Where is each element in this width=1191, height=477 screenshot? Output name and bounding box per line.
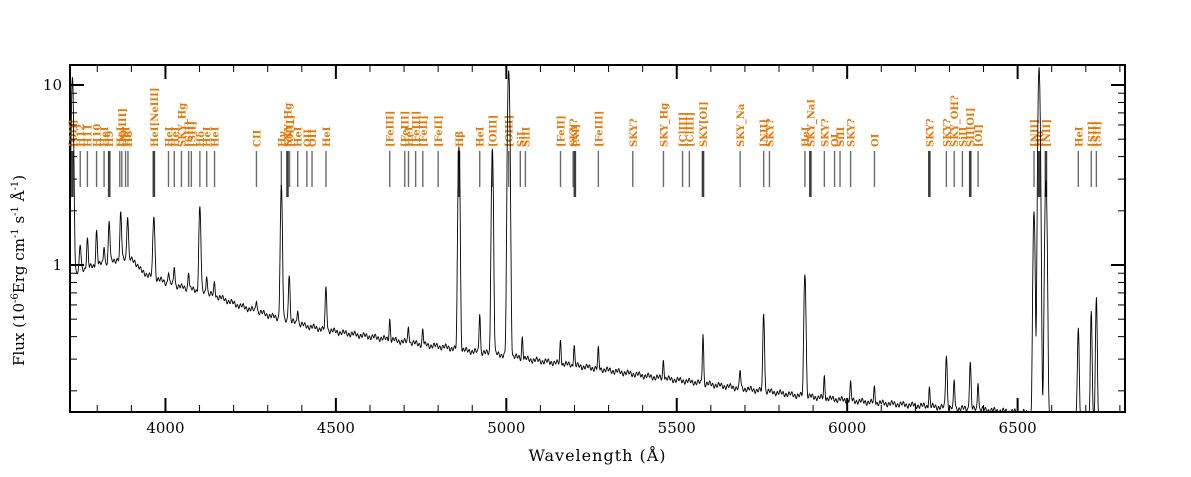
y-axis-title-part: s bbox=[10, 215, 28, 229]
spectral-line-label: SKY? bbox=[925, 118, 936, 147]
spectral-line-label: HeI bbox=[211, 126, 222, 147]
spectral-line-label: SII[OI] bbox=[966, 108, 977, 147]
spectral-line-label: H10 bbox=[93, 124, 104, 147]
spectral-line-label: [NII] bbox=[760, 119, 771, 147]
spectral-line-label: OI bbox=[831, 133, 842, 147]
x-axis-title: Wavelength (Å) bbox=[528, 446, 667, 465]
spectral-line-label: SiII bbox=[958, 126, 969, 147]
spectral-line-label: H8 bbox=[124, 131, 135, 147]
spectral-line-label: OII bbox=[303, 129, 314, 147]
y-axis-title-part: ) bbox=[10, 174, 28, 181]
spectral-line-label: HeI bbox=[100, 126, 111, 147]
spectral-line-label: [NII] bbox=[1042, 119, 1053, 147]
spectral-line-label: SiII bbox=[521, 126, 532, 147]
spectral-line-label: SKY? bbox=[942, 118, 953, 147]
spectral-line-label: [ClIII] bbox=[685, 112, 696, 147]
spectral-line-label: [SII] bbox=[1087, 121, 1098, 147]
spectral-line-label: H11 bbox=[83, 124, 94, 147]
spectral-line-label: SKY? bbox=[820, 118, 831, 147]
spectral-line-label: H12 bbox=[76, 124, 87, 147]
spectral-line-label: Hγ bbox=[277, 131, 288, 147]
spectral-line-label: [SII] bbox=[187, 121, 198, 147]
spectral-line-label: HeI bbox=[203, 126, 214, 147]
y-axis-title: Flux (10-6Erg cm-1 s-1 Å-1) bbox=[10, 175, 28, 366]
spectral-line-label: [SII] bbox=[1092, 121, 1103, 147]
spectral-line-label: [FeII] bbox=[419, 115, 430, 147]
spectral-line-label: HeI bbox=[116, 126, 127, 147]
spectral-line-label: SKY_NaI bbox=[806, 99, 817, 147]
x-tick-label: 4000 bbox=[146, 419, 184, 437]
y-axis-title-part: Erg cm bbox=[10, 238, 28, 294]
spectral-line-label: [FeII] bbox=[434, 115, 445, 147]
y-axis-title-part: -1 bbox=[10, 180, 21, 191]
y-axis-title-part: -6 bbox=[10, 293, 21, 303]
spectral-line-label: CII bbox=[252, 129, 263, 147]
spectral-line-label: SiII bbox=[836, 126, 847, 147]
spectral-line-label: [NI] bbox=[571, 124, 582, 147]
spectral-line-label: [OI] bbox=[974, 124, 985, 147]
x-tick-label: 5500 bbox=[658, 419, 696, 437]
spectral-line-label: OII bbox=[308, 129, 319, 147]
spectral-line-label: [SII] bbox=[185, 121, 196, 147]
spectral-line-label: SKY_Hg bbox=[177, 103, 188, 147]
spectral-line-label: SKY_Hg bbox=[283, 103, 294, 147]
spectral-line-label: HeI bbox=[476, 126, 487, 147]
spectral-line-label: [FeIII] bbox=[386, 111, 397, 147]
spectral-line-label: HeI bbox=[1074, 126, 1085, 147]
spectral-line-label: SKY_Na bbox=[736, 103, 747, 147]
spectral-line-label: [OIII] bbox=[488, 115, 499, 147]
spectral-line-label: [NII] bbox=[1030, 119, 1041, 147]
spectral-line-label: HeI bbox=[801, 126, 812, 147]
spectral-line-label: SKY? bbox=[765, 118, 776, 147]
spectral-line-label: SKY[OI] bbox=[699, 101, 710, 147]
x-tick-label: 6500 bbox=[999, 419, 1037, 437]
spectral-line-label: SKY_OH? bbox=[950, 95, 961, 147]
spectral-line-label: SKY_Hg bbox=[659, 103, 670, 147]
spectrum-trace bbox=[70, 67, 1125, 412]
y-axis-title-part: Å bbox=[10, 190, 28, 207]
x-tick-label: 4500 bbox=[317, 419, 355, 437]
spectral-line-label: [FeIII] bbox=[412, 111, 423, 147]
spectral-line-label: HeI bbox=[122, 126, 133, 147]
y-tick-label: 1 bbox=[52, 256, 62, 274]
spectral-line-label: [ClIII] bbox=[679, 112, 690, 147]
spectral-line-label: Hδ bbox=[196, 131, 207, 147]
x-tick-label: 5000 bbox=[487, 419, 525, 437]
spectral-line-label: HeI bbox=[322, 126, 333, 147]
spectral-line-label: OI bbox=[870, 133, 881, 147]
spectral-line-label: H9 bbox=[105, 131, 116, 147]
spectral-line-label: HeI[NeIII] bbox=[150, 88, 161, 148]
x-tick-label: 6000 bbox=[828, 419, 866, 437]
spectral-line-label: [FeII] bbox=[557, 115, 568, 147]
spectral-line-label: SKY? bbox=[629, 118, 640, 147]
spectral-line-label: [FeIII] bbox=[594, 111, 605, 147]
spectral-line-label: HeI bbox=[165, 126, 176, 147]
spectral-line-label: [FeIII] bbox=[401, 111, 412, 147]
plot-frame bbox=[69, 64, 1126, 413]
y-tick-label: 10 bbox=[43, 76, 62, 94]
y-axis-title-part: -1 bbox=[10, 228, 21, 239]
spectral-line-label: [NeIII] bbox=[118, 108, 129, 147]
spectral-line-label: HeI bbox=[170, 126, 181, 147]
spectral-line-label: [OIII] bbox=[286, 115, 297, 147]
spectral-line-label: SKY? bbox=[847, 118, 858, 147]
spectral-line-label: HeI bbox=[404, 126, 415, 147]
y-axis-title-part: Flux (10 bbox=[10, 302, 28, 366]
spectral-line-label: SiI bbox=[516, 131, 527, 147]
y-axis-title-part: -1 bbox=[10, 206, 21, 216]
spectral-line-label: Hβ bbox=[455, 131, 466, 147]
spectral-line-label: SKY? bbox=[569, 118, 580, 147]
spectral-line-label: HeI bbox=[294, 126, 305, 147]
